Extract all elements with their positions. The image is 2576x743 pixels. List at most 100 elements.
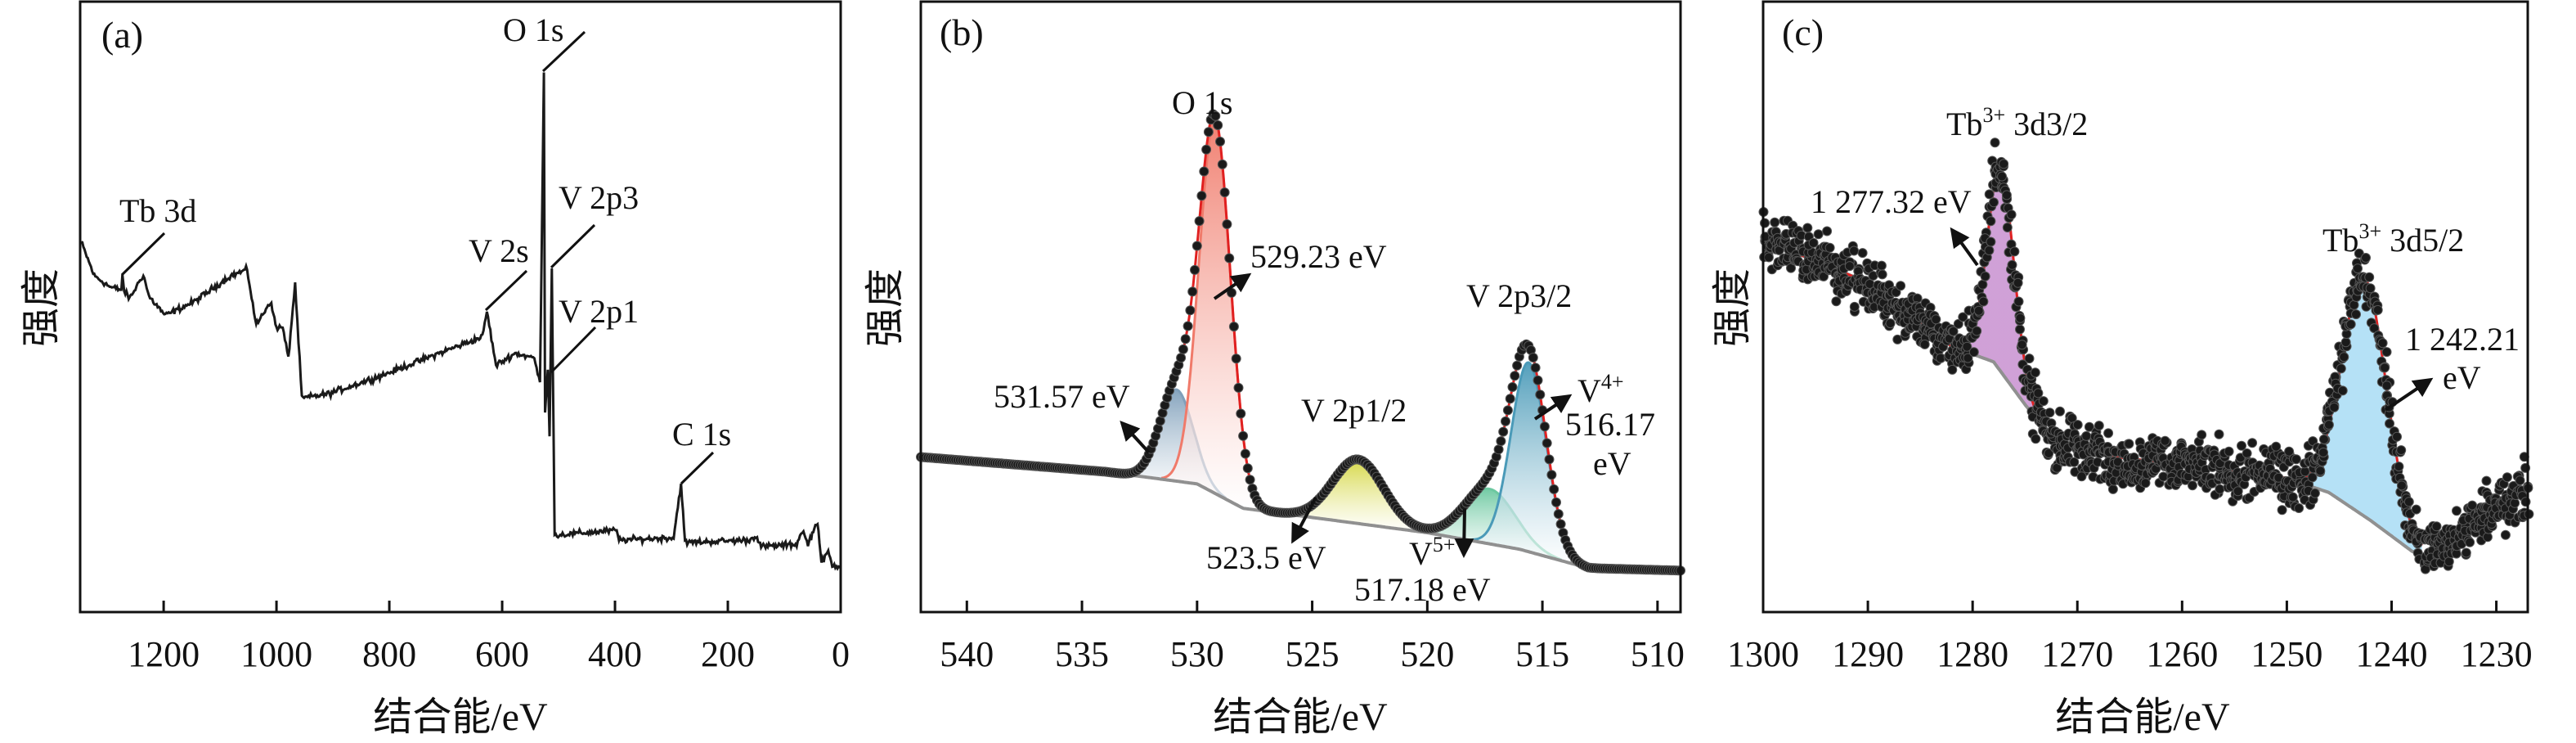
data-point — [1533, 375, 1543, 385]
data-point — [1919, 339, 1930, 349]
panel-b-o1s-v2p: 540 535 530 525 520 515 510 (b) 结合能/eV 强度 O 1s… — [864, 0, 1685, 739]
data-point — [1551, 497, 1561, 507]
tb-superscript: 3+ — [1982, 103, 2005, 127]
data-point — [1187, 286, 1198, 297]
tb-orbital: 3d3/2 — [2005, 106, 2088, 142]
data-point — [2284, 446, 2295, 457]
data-point — [1997, 171, 2007, 182]
data-point — [1948, 326, 1959, 336]
data-point — [1990, 137, 2000, 148]
data-point — [2024, 353, 2035, 364]
x-tick-label: 1270 — [2041, 634, 2113, 674]
data-point — [1190, 264, 1200, 275]
x-tick-label: 800 — [362, 634, 416, 674]
data-point — [1245, 475, 1255, 485]
leader-line-c1s — [680, 451, 715, 485]
annotation-523-5: 523.5 eV — [1206, 539, 1326, 576]
data-point — [2329, 402, 2340, 412]
data-point — [1549, 484, 1560, 494]
arrow-1242-21 — [2384, 377, 2434, 412]
data-point — [1217, 159, 1227, 169]
data-point — [2002, 223, 2013, 232]
data-point — [2031, 434, 2041, 444]
data-point — [2361, 253, 2371, 263]
data-point — [2271, 441, 2282, 452]
data-point — [2318, 448, 2328, 457]
annotation-tb-3d32: Tb3+ 3d3/2 — [1946, 103, 2088, 142]
data-point — [1544, 454, 1555, 465]
annotation-516-17-unit: eV — [1593, 445, 1631, 482]
data-point — [2069, 457, 2080, 467]
data-points — [916, 109, 1685, 576]
data-point — [2237, 440, 2246, 451]
x-tick-label: 540 — [940, 634, 994, 674]
data-point — [1977, 279, 1988, 290]
x-tick-label: 1230 — [2461, 634, 2533, 674]
data-point — [1844, 261, 1855, 272]
data-point — [1194, 216, 1205, 227]
x-tick-label: 515 — [1515, 634, 1569, 674]
data-point — [1242, 463, 1253, 474]
data-point — [1876, 260, 1887, 271]
panel-a-plot-area — [80, 72, 842, 571]
x-tick-label: 520 — [1400, 634, 1454, 674]
annotation-v2p32: V 2p3/2 — [1466, 277, 1572, 314]
panel-c-tb3d: 1300 1290 1280 1270 1260 1250 1240 1230 (c) 结合能… — [1711, 0, 2534, 739]
data-point — [2124, 439, 2134, 449]
data-point — [2339, 352, 2349, 362]
data-point — [2444, 556, 2454, 567]
data-point — [1877, 269, 1887, 280]
data-point — [1980, 271, 1990, 281]
data-point — [1849, 245, 1860, 256]
data-point — [1553, 509, 1564, 520]
x-tick-label: 400 — [588, 634, 642, 674]
data-point — [2392, 431, 2402, 442]
data-point — [1535, 390, 1546, 400]
data-point — [2015, 313, 2026, 323]
data-point — [2013, 296, 2024, 307]
data-point — [1510, 371, 1520, 381]
x-tick-label: 525 — [1286, 634, 1340, 674]
panel-b-frame — [919, 0, 1682, 614]
data-point — [1546, 470, 1557, 480]
data-point — [1813, 229, 1824, 240]
annotation-v5: V5+ — [1409, 533, 1456, 572]
data-point — [2381, 381, 2392, 391]
x-tick-label: 1300 — [1727, 634, 1799, 674]
panel-a-x-axis-title: 结合能/eV — [373, 696, 548, 739]
data-point — [1236, 408, 1246, 419]
data-point — [1512, 360, 1523, 371]
panel-c-x-axis-title: 结合能/eV — [2055, 696, 2230, 739]
annotation-531-57: 531.57 eV — [994, 378, 1130, 415]
data-point — [2007, 259, 2017, 270]
x-tick-label: 600 — [475, 634, 529, 674]
data-point — [1496, 436, 1506, 447]
data-point — [2307, 472, 2318, 483]
data-point — [2351, 309, 2361, 320]
data-point — [2500, 529, 2511, 540]
data-point — [1978, 296, 1989, 307]
annotation-v2p3: V 2p3 — [559, 179, 639, 216]
data-point — [2396, 480, 2407, 491]
panel-b-plot-area — [916, 109, 1685, 576]
data-point — [1178, 344, 1188, 354]
annotation-529-23: 529.23 eV — [1250, 238, 1387, 275]
data-point — [2242, 448, 2252, 458]
annotation-v2s: V 2s — [469, 232, 529, 269]
panel-a-survey: 1200 1000 800 600 400 200 0 (a) 结合能/eV 强度 O 1s… — [20, 0, 850, 739]
data-point — [2452, 506, 2462, 516]
data-point — [1176, 353, 1187, 363]
data-point — [2224, 446, 2234, 457]
x-tick-label: 1200 — [128, 634, 200, 674]
arrow-516-17 — [1533, 394, 1573, 421]
data-point — [2461, 547, 2471, 558]
data-point — [1185, 305, 1196, 316]
panel-b-label: (b) — [940, 11, 984, 53]
annotation-o1s: O 1s — [503, 11, 563, 48]
panel-c-label: (c) — [1782, 11, 1824, 53]
data-point — [1203, 127, 1214, 137]
data-point — [2197, 430, 2207, 440]
fit-envelope-line — [920, 112, 1681, 572]
data-point — [2300, 466, 2310, 477]
data-point — [2318, 434, 2329, 444]
